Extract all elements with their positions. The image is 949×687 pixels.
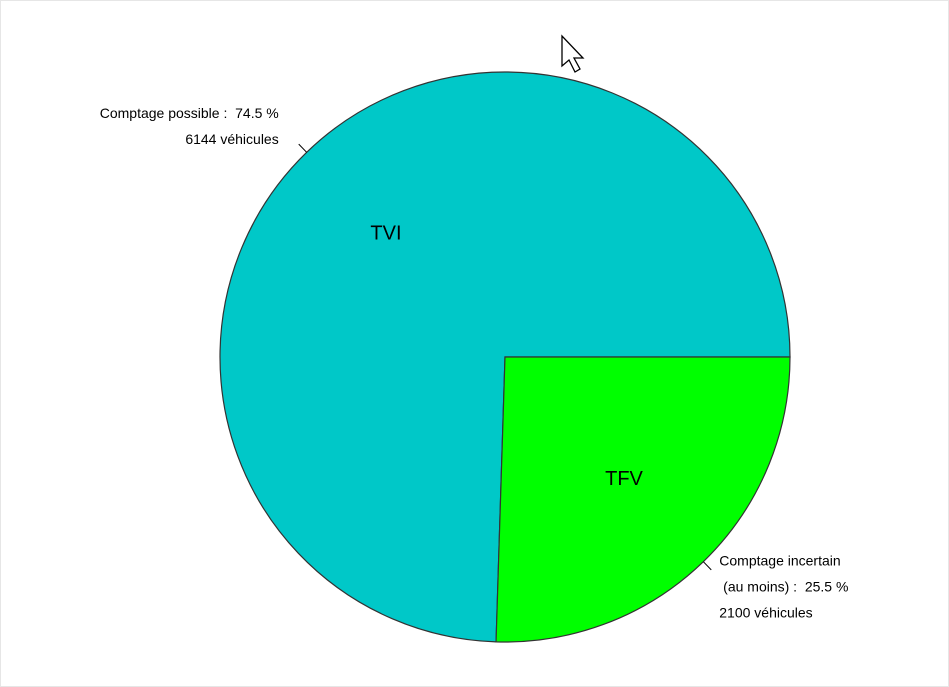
slice-label: Comptage possible : 74.5 % xyxy=(100,105,279,121)
leader-line xyxy=(298,143,308,153)
pie-slice xyxy=(495,356,791,643)
slice-label: (au moins) : 25.5 % xyxy=(719,579,848,595)
slice-label: 6144 véhicules xyxy=(185,131,278,147)
leader-line xyxy=(702,561,712,571)
slice-label: 2100 véhicules xyxy=(719,605,812,621)
cursor xyxy=(561,34,585,73)
slice-name: TVI xyxy=(370,222,401,244)
slice-label: Comptage incertain xyxy=(719,553,840,569)
slice-name: TFV xyxy=(605,468,643,490)
